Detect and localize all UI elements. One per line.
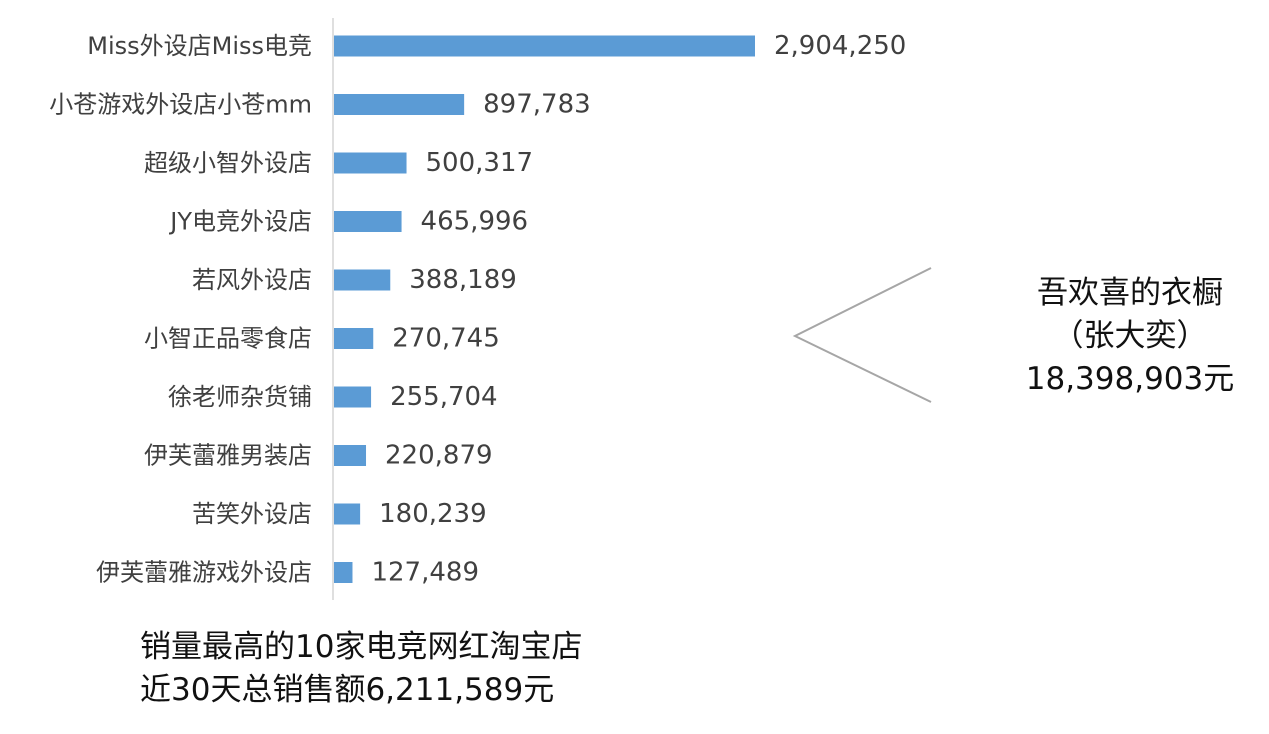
category-label: 小智正品零食店 — [144, 325, 312, 353]
bar — [334, 152, 407, 174]
bars-layer: Miss外设店Miss电竞 2,904,250 小苍游戏外设店小苍mm 897,783… — [49, 31, 906, 588]
bar — [334, 503, 361, 525]
caption-title: 销量最高的10家电竞网红淘宝店 — [140, 629, 583, 665]
data-label: 180,239 — [379, 499, 487, 529]
caption-total: 近30天总销售额6,211,589元 — [140, 672, 555, 708]
category-label: Miss外设店Miss电竞 — [87, 32, 312, 60]
callout-note: 吾欢喜的衣橱 （张大奕） 18,398,903元 — [995, 272, 1265, 401]
chart-caption: 销量最高的10家电竞网红淘宝店 近30天总销售额6,211,589元 — [140, 626, 582, 712]
category-label: 伊芙蕾雅男装店 — [144, 442, 312, 470]
data-label: 220,879 — [385, 441, 493, 471]
category-label: 徐老师杂货铺 — [168, 383, 312, 411]
callout-pointer — [792, 267, 932, 403]
bar — [334, 269, 391, 291]
bar — [334, 328, 374, 349]
bar — [334, 35, 755, 57]
data-label: 255,704 — [390, 382, 498, 412]
data-label: 897,783 — [483, 90, 591, 120]
callout-owner-name: （张大奕） — [1052, 318, 1208, 354]
category-label: 若风外设店 — [192, 266, 312, 294]
category-label: 超级小智外设店 — [144, 149, 312, 177]
callout-sales-total: 18,398,903元 — [1025, 361, 1235, 397]
bar — [334, 94, 465, 115]
category-label: 小苍游戏外设店小苍mm — [49, 91, 312, 119]
bar — [334, 211, 402, 232]
data-label: 2,904,250 — [774, 31, 906, 61]
bar — [334, 445, 367, 466]
data-label: 270,745 — [392, 324, 500, 354]
bar — [334, 386, 372, 408]
data-label: 500,317 — [426, 148, 534, 178]
data-label: 127,489 — [371, 558, 479, 588]
callout-store-name: 吾欢喜的衣橱 — [1037, 275, 1223, 311]
category-label: 苦笑外设店 — [192, 500, 312, 528]
data-label: 465,996 — [421, 207, 529, 237]
category-label: JY电竞外设店 — [168, 208, 312, 236]
category-label: 伊芙蕾雅游戏外设店 — [96, 559, 312, 587]
bar — [334, 562, 353, 583]
data-label: 388,189 — [409, 265, 517, 295]
